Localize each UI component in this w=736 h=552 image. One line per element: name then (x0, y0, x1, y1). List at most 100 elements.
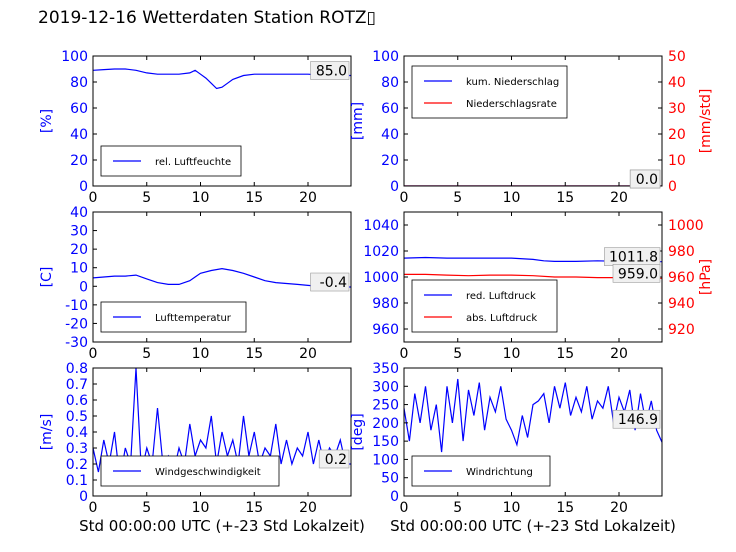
y-tick-label: 980 (372, 296, 399, 312)
legend: Lufttemperatur (100, 301, 247, 333)
legend: Windgeschwindigkeit (100, 455, 280, 487)
y-tick-label: 100 (372, 452, 399, 468)
y-tick-label: -30 (65, 335, 88, 351)
y-tick-label: 0.1 (66, 473, 88, 489)
y-tick-label: 0 (390, 179, 399, 195)
y-axis-label: [mm] (350, 102, 366, 140)
y-tick-label: 960 (372, 322, 399, 338)
x-tick-label: 5 (453, 190, 462, 206)
x-tick-label: 15 (245, 500, 263, 516)
y-tick-label: 0.8 (66, 361, 88, 377)
y2-tick-label: 940 (668, 296, 695, 312)
y-axis-label: [deg] (350, 413, 366, 450)
value-annotation: 85.0 (316, 64, 347, 80)
y-tick-label: 60 (70, 101, 88, 117)
x-tick-label: 20 (299, 500, 317, 516)
y-tick-label: 40 (70, 127, 88, 143)
x-tick-label: 0 (89, 500, 98, 516)
y2-tick-label: 40 (668, 75, 686, 91)
x-tick-label: 20 (299, 346, 317, 362)
y-tick-label: 0.4 (66, 425, 88, 441)
y-tick-label: 20 (70, 153, 88, 169)
value-annotation: 959.0 (618, 266, 658, 282)
x-tick-label: 5 (142, 500, 151, 516)
y-tick-label: 0.5 (66, 409, 88, 425)
legend: red. Luftdruck abs. Luftdruck (411, 279, 558, 333)
x-tick-label: 15 (556, 190, 574, 206)
x-tick-label: 10 (503, 346, 521, 362)
x-tick-label: 20 (610, 500, 628, 516)
y-tick-label: 0 (79, 489, 88, 505)
plot-frame (92, 55, 352, 187)
legend-label: Windrichtung (466, 467, 533, 478)
x-tick-label: 20 (299, 190, 317, 206)
y2-axis-label: [hPa] (698, 259, 714, 295)
value-box (318, 449, 350, 469)
x-axis-label: Std 00:00:00 UTC (+-23 Std Lokalzeit) (390, 517, 676, 535)
y2-tick-label: 1000 (668, 218, 704, 234)
y-tick-label: -20 (65, 316, 88, 332)
chart-panel-2: 0 5 10 15 20 0 20 40 60 80 100 0 10 20 30 40 50 [mm] [mm/s… (350, 49, 714, 206)
y-tick-label: 1040 (363, 218, 399, 234)
value-annotation: -0.4 (320, 275, 347, 291)
series-line-1 (404, 378, 662, 453)
y-tick-label: 200 (372, 416, 399, 432)
x-tick-label: 5 (142, 190, 151, 206)
y-tick-label: 0.2 (66, 457, 88, 473)
y-tick-label: 80 (381, 75, 399, 91)
plot-frame (403, 367, 663, 497)
chart-panel-3: 0 5 10 15 20 -30 -20 -10 0 10 20 30 40 [C] Lufttempera… (39, 205, 352, 362)
y-tick-label: 80 (70, 75, 88, 91)
x-tick-label: 0 (400, 500, 409, 516)
y-tick-label: 60 (381, 101, 399, 117)
series-line-1 (93, 68, 351, 90)
y-tick-label: 1020 (363, 244, 399, 260)
y-tick-label: 350 (372, 361, 399, 377)
value-annotation: 146.9 (618, 412, 658, 428)
y-tick-label: 40 (381, 127, 399, 143)
legend-box (411, 65, 568, 119)
y-tick-label: 0 (79, 179, 88, 195)
y2-tick-label: 10 (668, 153, 686, 169)
y-tick-label: 1000 (363, 270, 399, 286)
x-tick-label: 10 (192, 500, 210, 516)
y2-tick-label: 50 (668, 49, 686, 65)
x-tick-label: 0 (400, 190, 409, 206)
x-tick-label: 15 (245, 346, 263, 362)
legend-label: Windgeschwindigkeit (155, 467, 261, 478)
x-tick-label: 10 (192, 190, 210, 206)
y-tick-label: 300 (372, 379, 399, 395)
series-line-1 (93, 267, 351, 288)
value-annotation: 0.2 (325, 452, 347, 468)
legend-box (411, 279, 558, 333)
y-tick-label: 50 (381, 471, 399, 487)
value-box (612, 263, 661, 283)
chart-panel-4: 0 5 10 15 20 960 980 1000 1020 1040 920 940 960 980 10… (363, 211, 714, 362)
x-tick-label: 15 (556, 500, 574, 516)
figure-title: 2019-12-16 Wetterdaten Station ROTZ▯ (38, 8, 376, 28)
y-tick-label: 0 (390, 489, 399, 505)
legend-label: red. Luftdruck (466, 291, 536, 302)
x-tick-label: 15 (245, 190, 263, 206)
y-tick-label: 40 (70, 205, 88, 221)
value-box (629, 169, 661, 189)
legend: rel. Luftfeuchte (100, 145, 242, 177)
value-box (310, 272, 350, 292)
y2-tick-label: 960 (668, 270, 695, 286)
y-tick-label: 100 (372, 49, 399, 65)
y-tick-label: 20 (70, 242, 88, 258)
legend-label: Lufttemperatur (155, 313, 232, 324)
y2-tick-label: 30 (668, 101, 686, 117)
y-tick-label: 30 (70, 224, 88, 240)
value-box (612, 409, 661, 429)
chart-panel-5: 0 5 10 15 2000.10.20.30.40.50.60.70.8[m/s]St… (39, 361, 365, 535)
legend-label: kum. Niederschlag (466, 77, 559, 88)
y2-tick-label: 920 (668, 322, 695, 338)
series-line-1 (93, 368, 351, 481)
y-tick-label: 150 (372, 434, 399, 450)
x-tick-label: 10 (503, 500, 521, 516)
x-tick-label: 10 (192, 346, 210, 362)
y-axis-label: [C] (39, 267, 55, 288)
